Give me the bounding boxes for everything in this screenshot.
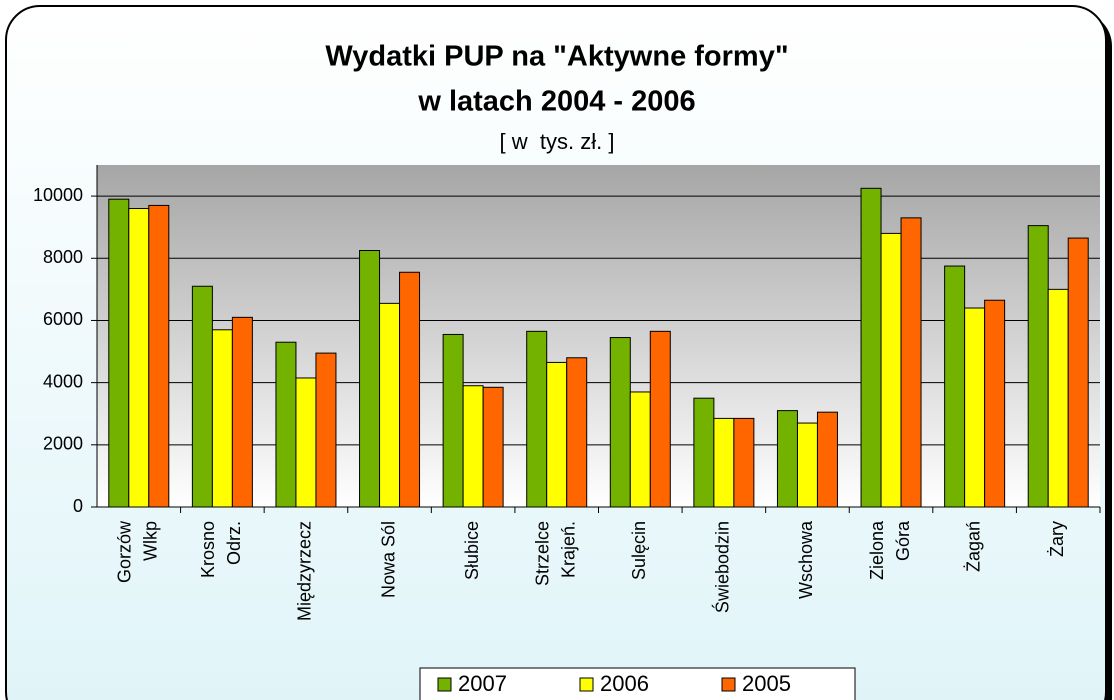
bar <box>693 397 715 508</box>
x-tick-label: Sulęcin <box>629 521 649 580</box>
bar <box>546 361 568 508</box>
x-tick-label: Świebodzin <box>712 521 733 613</box>
chart-title: Wydatki PUP na "Aktywne formy" <box>325 41 788 73</box>
x-tick-label: Krosno <box>198 521 218 578</box>
legend-label: 2007 <box>458 671 507 696</box>
y-tick-label: 4000 <box>43 371 83 391</box>
x-tick-label: Żagań <box>963 521 983 572</box>
bar <box>1047 288 1069 508</box>
bar <box>275 341 297 508</box>
y-tick-label: 8000 <box>43 247 83 267</box>
bar <box>148 204 170 508</box>
bar <box>713 417 735 508</box>
legend-swatch <box>721 677 736 692</box>
bar <box>566 357 588 508</box>
bar <box>526 330 548 508</box>
x-tick-label: Słubice <box>462 521 482 580</box>
bar <box>609 337 631 508</box>
bar <box>462 385 484 508</box>
x-tick-label: Odrz. <box>224 521 244 565</box>
legend-label: 2006 <box>600 671 649 696</box>
bar <box>191 285 213 508</box>
bar <box>482 386 504 508</box>
x-tick-label: Międzyrzecz <box>295 521 315 621</box>
bar <box>776 410 798 508</box>
bar <box>1067 237 1089 508</box>
x-tick-label: Żary <box>1047 521 1067 557</box>
bar <box>900 217 922 508</box>
bar <box>108 198 130 508</box>
plot-area <box>97 165 1100 507</box>
bar <box>211 329 233 508</box>
y-tick-label: 2000 <box>43 434 83 454</box>
bar <box>379 302 401 508</box>
chart-title: w latach 2004 - 2006 <box>417 86 695 118</box>
y-tick-label: 10000 <box>33 185 83 205</box>
bar <box>128 208 150 508</box>
bar <box>880 232 902 508</box>
bar <box>359 250 381 508</box>
x-tick-label: Gorzów <box>115 520 135 583</box>
legend-label: 2005 <box>742 671 791 696</box>
x-tick-label: Góra <box>893 520 913 561</box>
x-tick-label: Krajeń. <box>558 521 578 578</box>
y-tick-label: 6000 <box>43 309 83 329</box>
bar <box>796 422 818 508</box>
legend-swatch <box>579 677 594 692</box>
bar <box>964 307 986 508</box>
x-tick-label: Wlkp <box>141 521 161 561</box>
chart-subtitle: [ w tys. zł. ] <box>500 129 615 154</box>
x-tick-label: Strzelce <box>532 521 552 586</box>
bar <box>629 391 651 508</box>
bar <box>231 316 253 508</box>
bar <box>816 411 838 508</box>
bar <box>295 377 317 508</box>
y-tick-label: 0 <box>73 496 83 516</box>
bar <box>399 271 421 508</box>
bar <box>315 352 337 508</box>
legend-swatch <box>437 677 452 692</box>
legend-box <box>419 667 856 700</box>
bar <box>944 265 966 508</box>
x-tick-label: Nowa Sól <box>378 521 398 598</box>
bar <box>442 333 464 508</box>
bar <box>984 299 1006 508</box>
bar <box>733 417 755 508</box>
bar <box>649 330 671 508</box>
x-tick-label: Zielona <box>867 520 887 580</box>
bar <box>1027 225 1049 508</box>
x-tick-label: Wschowa <box>796 520 816 599</box>
bar <box>860 187 882 508</box>
